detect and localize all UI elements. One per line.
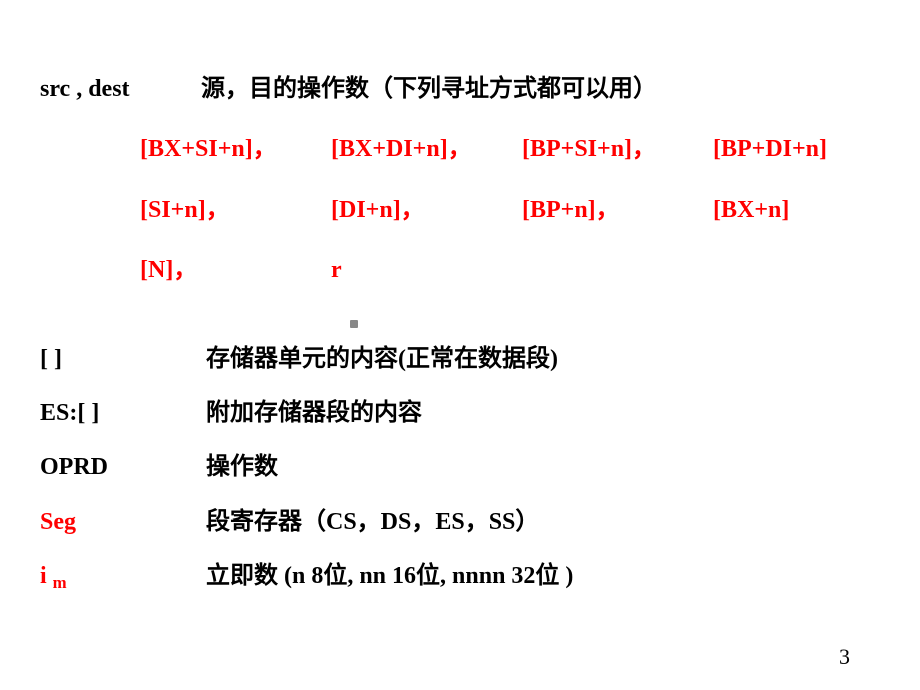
addressing-row-3: [N]， r (40, 251, 880, 289)
addr-cell: [SI+n]， (140, 191, 325, 229)
seg-label: Seg (40, 503, 200, 541)
addr-cell: [N]， (140, 251, 325, 289)
image-placeholder-icon (350, 320, 358, 328)
addressing-row-2: [SI+n]， [DI+n]， [BP+n]， [BX+n] (40, 191, 880, 229)
addressing-row-1: [BX+SI+n]， [BX+DI+n]， [BP+SI+n]， [BP+DI+… (40, 130, 880, 168)
addr-cell: [DI+n]， (331, 191, 516, 229)
addr-cell: [BP+DI+n] (713, 136, 827, 162)
page-number: 3 (839, 644, 850, 670)
es-desc: 附加存储器段的内容 (206, 400, 422, 426)
addr-cell: [BP+n]， (522, 191, 707, 229)
seg-desc: 段寄存器（CS，DS，ES，SS） (206, 509, 539, 535)
seg-line: Seg 段寄存器（CS，DS，ES，SS） (40, 503, 880, 541)
im-line: i m 立即数 (n 8位, nn 16位, nnnn 32位 ) (40, 557, 880, 595)
oprd-desc: 操作数 (206, 454, 278, 480)
slide-content: src , dest 源，目的操作数（下列寻址方式都可以用） [BX+SI+n]… (0, 0, 920, 596)
addr-cell: [BX+DI+n]， (331, 130, 516, 168)
bracket-line: [ ] 存储器单元的内容(正常在数据段) (40, 340, 880, 378)
src-dest-desc: 源，目的操作数（下列寻址方式都可以用） (201, 76, 657, 102)
addr-cell: r (331, 257, 342, 283)
es-line: ES:[ ] 附加存储器段的内容 (40, 394, 880, 432)
oprd-label: OPRD (40, 448, 200, 486)
im-label: i m (40, 557, 200, 595)
addr-cell: [BX+n] (713, 197, 789, 223)
src-dest-line: src , dest 源，目的操作数（下列寻址方式都可以用） (40, 70, 880, 108)
im-label-sub: m (53, 573, 67, 592)
bracket-label: [ ] (40, 340, 200, 378)
src-dest-label: src , dest (40, 70, 195, 108)
im-desc: 立即数 (n 8位, nn 16位, nnnn 32位 ) (206, 563, 573, 589)
addr-cell: [BP+SI+n]， (522, 130, 707, 168)
bracket-desc: 存储器单元的内容(正常在数据段) (206, 346, 558, 372)
im-label-main: i (40, 563, 53, 589)
oprd-line: OPRD 操作数 (40, 448, 880, 486)
es-label: ES:[ ] (40, 394, 200, 432)
addr-cell: [BX+SI+n]， (140, 130, 325, 168)
